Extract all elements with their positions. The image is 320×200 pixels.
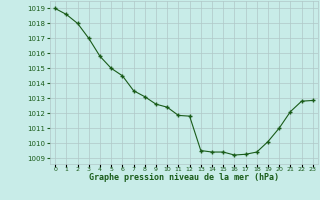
X-axis label: Graphe pression niveau de la mer (hPa): Graphe pression niveau de la mer (hPa) [89, 173, 279, 182]
